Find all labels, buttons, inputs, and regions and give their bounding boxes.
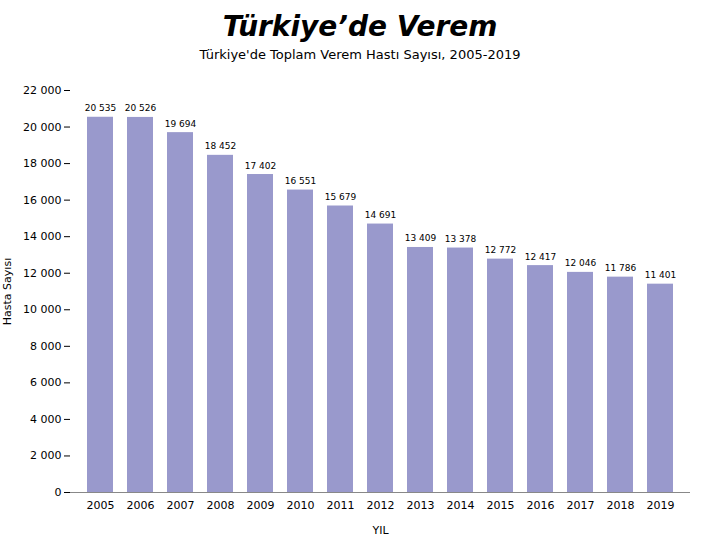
svg-text:2009: 2009: [247, 499, 275, 512]
svg-text:2005: 2005: [87, 499, 115, 512]
svg-text:2006: 2006: [127, 499, 155, 512]
svg-text:11 401: 11 401: [645, 270, 677, 280]
svg-text:13 378: 13 378: [445, 234, 477, 244]
svg-text:13 409: 13 409: [405, 233, 437, 243]
svg-text:10 000: 10 000: [23, 303, 62, 316]
svg-text:12 772: 12 772: [485, 245, 517, 255]
svg-text:20 526: 20 526: [125, 103, 157, 113]
svg-text:12 417: 12 417: [525, 252, 557, 262]
svg-text:2012: 2012: [367, 499, 395, 512]
svg-text:15 679: 15 679: [325, 192, 357, 202]
svg-text:2 000: 2 000: [30, 449, 62, 462]
svg-text:YIL: YIL: [371, 524, 389, 537]
svg-text:0: 0: [55, 486, 62, 499]
svg-text:2010: 2010: [287, 499, 315, 512]
svg-text:2007: 2007: [167, 499, 195, 512]
svg-text:8 000: 8 000: [30, 340, 62, 353]
svg-text:18 000: 18 000: [23, 157, 62, 170]
svg-text:14 000: 14 000: [23, 230, 62, 243]
svg-text:2017: 2017: [567, 499, 595, 512]
svg-text:14 691: 14 691: [365, 210, 397, 220]
svg-text:2013: 2013: [407, 499, 435, 512]
svg-text:4 000: 4 000: [30, 413, 62, 426]
svg-text:2011: 2011: [327, 499, 355, 512]
svg-text:2014: 2014: [447, 499, 475, 512]
svg-text:2008: 2008: [207, 499, 235, 512]
svg-text:6 000: 6 000: [30, 376, 62, 389]
svg-text:22 000: 22 000: [23, 84, 62, 97]
svg-text:20 535: 20 535: [85, 103, 117, 113]
svg-text:Hasta Sayısı: Hasta Sayısı: [1, 258, 14, 325]
svg-text:17 402: 17 402: [245, 161, 277, 171]
svg-text:18 452: 18 452: [205, 141, 237, 151]
svg-text:2018: 2018: [607, 499, 635, 512]
svg-text:20 000: 20 000: [23, 121, 62, 134]
svg-text:2015: 2015: [487, 499, 515, 512]
svg-text:12 000: 12 000: [23, 267, 62, 280]
svg-text:16 551: 16 551: [285, 176, 317, 186]
svg-text:11 786: 11 786: [605, 263, 637, 273]
svg-text:12 046: 12 046: [565, 258, 597, 268]
svg-text:16 000: 16 000: [23, 194, 62, 207]
svg-text:19 694: 19 694: [165, 119, 197, 129]
html-text:Türkiye'de Toplam Verem Hastı: Türkiye'de Toplam Verem Hastı Sayısı, 20…: [199, 47, 521, 62]
html-text:Türkiye’de Verem: Türkiye’de Verem: [222, 10, 498, 43]
svg-text:2016: 2016: [527, 499, 555, 512]
svg-text:2019: 2019: [647, 499, 675, 512]
